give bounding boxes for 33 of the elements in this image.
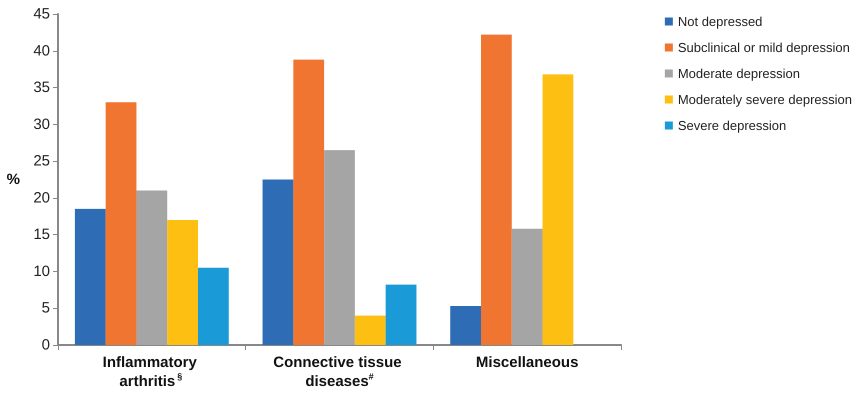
bar	[542, 74, 574, 345]
y-tick-label: 5	[42, 300, 50, 317]
bar	[262, 180, 294, 345]
x-tick-label: Miscellaneous	[476, 354, 578, 371]
x-tick-label: Inflammatory arthritis§	[102, 354, 202, 390]
legend-label: Not depressed	[678, 14, 762, 29]
y-tick-label: 20	[33, 189, 50, 206]
legend-label: Severe depression	[678, 118, 786, 133]
x-tick-label: Connective tissue diseases#	[273, 354, 406, 390]
bar	[386, 284, 416, 345]
bar	[167, 220, 198, 345]
bar	[293, 60, 324, 345]
bar	[512, 228, 543, 345]
legend-label: Moderate depression	[678, 66, 800, 81]
legend-label: Moderately severe depression	[678, 92, 852, 107]
y-tick-label: 40	[33, 42, 50, 60]
y-tick-label: 35	[33, 79, 50, 96]
bar	[198, 268, 229, 345]
y-tick-label: 25	[33, 152, 50, 170]
bar	[74, 208, 106, 345]
bar	[481, 34, 512, 345]
bar	[354, 316, 386, 345]
y-tick-label: 15	[33, 226, 50, 244]
y-tick-label: 10	[33, 262, 50, 280]
y-tick-label: 45	[33, 6, 50, 22]
y-tick-label: 0	[42, 336, 50, 354]
y-tick-label: 30	[33, 116, 50, 133]
bar	[106, 102, 136, 345]
bar	[136, 190, 168, 345]
bar	[450, 306, 481, 345]
legend-label: Subclinical or mild depression	[678, 40, 850, 55]
bar	[324, 150, 355, 345]
y-axis-title: %	[6, 171, 20, 188]
